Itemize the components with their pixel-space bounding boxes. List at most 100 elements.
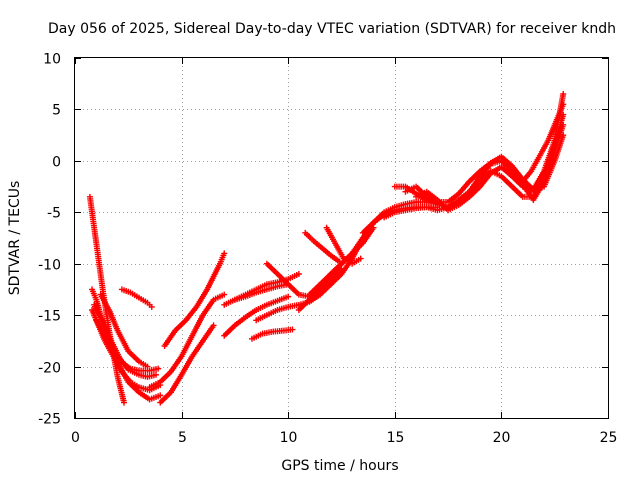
series-track-12 [221,281,292,308]
series-track-27 [519,101,567,185]
data-point-fill [201,298,216,317]
grid-layer [75,58,608,418]
data-point-fill [129,366,140,374]
data-point [560,121,567,128]
data-point-fill [446,192,460,204]
data-points [86,91,567,406]
series-track-20 [302,229,343,265]
data-point-fill [457,179,472,196]
data-point-fill [351,256,362,266]
x-tick-label: 25 [600,430,618,446]
data-point-fill [478,162,493,178]
data-point-fill [286,282,301,297]
data-point-fill [244,287,258,297]
data-point-fill [138,359,149,369]
data-point [560,91,567,97]
data-point-fill [541,139,558,173]
series-track-26 [413,132,567,214]
y-tick-label: -25 [38,412,61,428]
data-point-fill [205,262,223,291]
data-point [155,365,162,372]
data-point-fill [457,190,471,202]
series-track-11 [221,293,292,339]
data-point-fill [467,169,482,183]
data-point-fill [510,185,525,199]
data-point-fill [531,169,546,191]
data-point-fill [499,159,514,173]
data-point-fill [212,292,226,302]
data-point-fill [169,355,184,373]
data-point-fill [129,290,140,300]
x-tick-label: 5 [178,430,187,446]
series-track-8 [146,291,228,391]
data-point-fill [233,315,247,328]
data-point-fill [329,262,343,276]
data-point-fill [95,257,106,291]
y-tick-label: -15 [38,309,61,325]
y-axis-label: SDTVAR / TECUs [7,181,23,296]
data-point-fill [276,272,290,286]
y-tick-label: 0 [52,155,61,171]
y-tick-label: 10 [43,52,61,68]
data-point-fill [383,205,396,215]
data-point-fill [329,272,343,286]
data-point-fill [115,329,131,353]
data-point-fill [137,390,151,402]
data-point [285,293,292,300]
chart-title: Day 056 of 2025, Sidereal Day-to-day VTE… [48,21,616,37]
data-point-fill [244,308,258,319]
data-point-fill [467,185,482,199]
data-point-fill [537,139,551,157]
data-point-fill [532,184,545,194]
data-point-fill [308,287,322,302]
data-point-fill [510,164,525,181]
data-point-fill [98,293,112,312]
data-point-fill [350,236,365,260]
data-point-fill [223,297,236,307]
data-point-fill [115,375,127,404]
data-point-fill [148,366,160,374]
data-point-fill [372,210,386,225]
data-point-fill [120,360,132,371]
y-tick-label: -5 [47,206,61,222]
y-tick-label: 5 [52,103,61,119]
data-point-fill [91,226,102,260]
series-track-10 [161,250,228,349]
data-point-fill [478,171,493,188]
data-point-fill [546,118,560,142]
data-point-fill [541,159,557,188]
data-point [210,322,217,329]
data-point-fill [111,347,124,364]
data-point-fill [190,314,205,337]
data-point-fill [499,155,514,168]
data-point-fill [499,165,514,178]
data-point [560,132,567,139]
data-point-fill [425,195,439,206]
data-point-fill [162,329,178,348]
data-point-fill [554,103,566,121]
data-point-fill [102,339,116,358]
data-point-fill [312,239,324,250]
data-point-fill [541,149,558,183]
data-point-fill [138,295,149,305]
data-point-fill [287,272,300,282]
data-point-fill [303,231,316,243]
data-point-fill [510,174,525,189]
data-point-fill [266,308,279,318]
data-point-fill [342,256,354,266]
data-point-fill [179,355,195,376]
data-point-fill [457,195,471,207]
series-track-15 [253,281,334,324]
data-point-fill [138,372,149,380]
data-point-fill [103,334,116,351]
data-point-fill [404,199,417,207]
data-point-fill [361,221,375,235]
data-point-fill [266,283,279,292]
y-tick-label: -10 [38,258,61,274]
data-point [148,303,155,310]
data-point [289,326,296,333]
data-point-fill [329,267,343,281]
data-point-fill [92,303,105,325]
data-point-fill [120,370,133,384]
data-point-fill [276,304,290,313]
